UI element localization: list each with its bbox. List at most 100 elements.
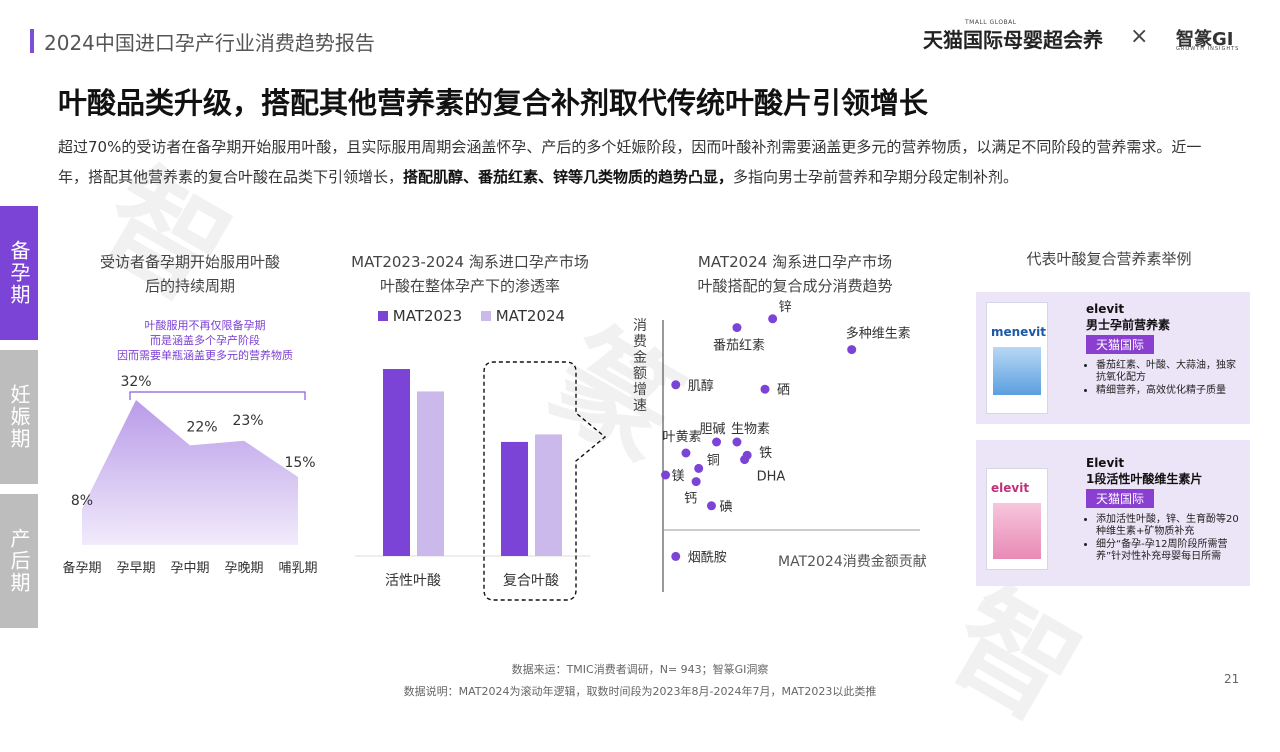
card-brand: elevit	[1086, 302, 1125, 316]
bar-x-tick-label: 活性叶酸	[385, 573, 441, 589]
note-line2: 而是涵盖多个孕产阶段	[150, 334, 260, 347]
package-brand-word: elevit	[991, 481, 1030, 495]
scatter-point-label: 锌	[779, 300, 792, 315]
footer-source: 数据来运：TMIC消费者调研，N= 943；智篆GI洞察	[511, 663, 769, 676]
paragraph-text-1: 超过70%的受访者在备孕期开始服用叶酸，且实际服用周期会涵盖怀孕、产后的多个妊娠…	[58, 138, 1202, 186]
card-text: elevit 男士孕前营养素 天猫国际 番茄红素、叶酸、大蒜油，独家抗氧化配方 …	[1086, 302, 1244, 398]
area-x-tick-label: 孕晚期	[224, 561, 263, 576]
product-card-menevit[interactable]: menevit elevit 男士孕前营养素 天猫国际 番茄红素、叶酸、大蒜油，…	[976, 292, 1250, 424]
header-accent-bar	[30, 29, 34, 53]
scatter-point	[671, 380, 681, 390]
area-title-line1: 受访者备孕期开始服用叶酸	[99, 253, 280, 271]
scatter-point	[847, 345, 857, 355]
paragraph-bold-text: 搭配肌醇、番茄红素、锌等几类物质的趋势凸显，	[403, 168, 734, 186]
scatter-point	[732, 437, 742, 447]
scatter-point	[732, 323, 742, 333]
tmall-global-sublabel: TMALL GLOBAL	[965, 19, 1017, 26]
scatter-point-label: 硒	[777, 383, 790, 398]
scatter-point	[691, 477, 701, 487]
scatter-point-label: 肌醇	[688, 378, 714, 394]
card-product-name: 1段活性叶酸维生素片	[1086, 472, 1203, 486]
scatter-title-line1: MAT2024 淘系进口孕产市场	[697, 253, 893, 271]
card-feature-list: 添加活性叶酸，锌、生育酚等20种维生素+矿物质补充 细分“备孕-孕12周阶段所需…	[1086, 514, 1244, 563]
product-card-elevit[interactable]: elevit Elevit 1段活性叶酸维生素片 天猫国际 添加活性叶酸，锌、生…	[976, 440, 1250, 586]
legend-swatch-mat2024	[480, 311, 491, 321]
scatter-point	[681, 448, 691, 458]
area-x-tick-label: 备孕期	[62, 560, 101, 576]
area-chart-title: 受访者备孕期开始服用叶酸 后的持续周期	[60, 250, 320, 298]
bar-mat2024-1	[535, 434, 562, 556]
bar-title-line1: MAT2023-2024 淘系进口孕产市场	[351, 253, 589, 271]
scatter-point	[768, 314, 778, 324]
area-value-label: 8%	[71, 493, 93, 509]
tab-label: 备孕期	[7, 240, 31, 306]
scatter-y-axis-label: 消费金额增速	[633, 318, 647, 414]
card-feature: 精细营养，高效优化精子质量	[1096, 385, 1244, 397]
scatter-point-label: 生物素	[731, 422, 770, 437]
area-chart: 8% 32% 22% 23% 15% 备孕期 孕早期 孕中期 孕晚期 哺乳期	[62, 374, 317, 576]
area-fill	[82, 400, 298, 545]
card-channel-tag: 天猫国际	[1086, 335, 1155, 354]
product-package-image: elevit	[986, 468, 1048, 570]
area-x-tick-label: 哺乳期	[278, 561, 317, 576]
tab-label: 妊娠期	[7, 384, 31, 450]
scatter-point	[706, 501, 716, 511]
tab-pregnancy[interactable]: 妊娠期	[0, 350, 38, 484]
scatter-point	[694, 463, 704, 473]
collab-x-mark: ×	[1130, 24, 1149, 49]
footer-note: 数据说明：MAT2024为滚动年逻辑，取数时间段为2023年8月-2024年7月…	[403, 685, 877, 698]
product-package-image: menevit	[986, 302, 1048, 414]
card-feature: 细分“备孕-孕12周阶段所需营养”针对性补充母婴每日所需	[1096, 539, 1244, 563]
scatter-point-label: 多种维生素	[846, 326, 911, 342]
card-feature: 添加活性叶酸，锌、生育酚等20种维生素+矿物质补充	[1096, 514, 1244, 538]
report-title: 2024中国进口孕产行业消费趋势报告	[44, 31, 375, 55]
scatter-point-label: 叶黄素	[662, 430, 701, 445]
scatter-point-label: 胆碱	[700, 422, 726, 437]
scatter-x-axis-label: MAT2024消费金额贡献	[778, 554, 927, 570]
package-graphic	[993, 503, 1041, 559]
bar-chart: 活性叶酸 复合叶酸	[355, 361, 607, 601]
bar-mat2023-0	[383, 369, 410, 556]
page-number: 21	[1224, 672, 1240, 686]
gi-brand-sublabel: GROWTH INSIGHTS	[1176, 46, 1240, 52]
scatter-point-label: 碘	[719, 500, 732, 515]
tab-postpartum[interactable]: 产后期	[0, 494, 38, 628]
area-value-label: 32%	[120, 374, 151, 390]
scatter-point	[661, 470, 671, 480]
area-value-label: 15%	[284, 455, 315, 471]
card-feature: 番茄红素、叶酸、大蒜油，独家抗氧化配方	[1096, 360, 1244, 384]
card-feature-list: 番茄红素、叶酸、大蒜油，独家抗氧化配方 精细营养，高效优化精子质量	[1086, 360, 1244, 397]
card-text: Elevit 1段活性叶酸维生素片 天猫国际 添加活性叶酸，锌、生育酚等20种维…	[1086, 456, 1244, 564]
scatter-point-label: 铁	[759, 446, 772, 461]
bar-highlight-callout	[483, 361, 607, 601]
scatter-point-label: 镁	[672, 469, 685, 484]
scatter-point	[671, 551, 681, 561]
scatter-point-label: 铜	[707, 453, 720, 468]
bar-title-line2: 叶酸在整体孕产下的渗透率	[379, 277, 560, 295]
area-x-tick-label: 孕中期	[170, 561, 209, 576]
card-product-name: 男士孕前营养素	[1086, 318, 1171, 332]
bar-chart-title: MAT2023-2024 淘系进口孕产市场 叶酸在整体孕产下的渗透率	[330, 250, 610, 298]
area-value-label: 22%	[186, 419, 217, 435]
scatter-point-label: 烟酰胺	[688, 550, 727, 565]
package-graphic	[993, 347, 1041, 395]
tab-preconception[interactable]: 备孕期	[0, 206, 38, 340]
cards-title: 代表叶酸复合营养素举例	[1026, 250, 1192, 268]
area-bracket	[129, 391, 306, 400]
scatter-title-line2: 叶酸搭配的复合成分消费趋势	[697, 277, 893, 295]
area-title-line2: 后的持续周期	[144, 277, 235, 295]
area-chart-note: 叶酸服用不再仅限备孕期 而是涵盖多个孕产阶段 因而需要单瓶涵盖更多元的营养物质	[90, 318, 320, 363]
scatter-point-label: DHA	[757, 470, 786, 485]
paragraph-text-2: 多指向男士孕前营养和孕期分段定制补剂。	[733, 168, 1019, 186]
package-brand-word: menevit	[991, 325, 1046, 339]
tab-label: 产后期	[7, 528, 31, 594]
card-channel-tag: 天猫国际	[1086, 489, 1155, 508]
area-value-label: 23%	[232, 413, 263, 429]
note-line1: 叶酸服用不再仅限备孕期	[144, 319, 266, 332]
legend-label-mat2024: MAT2024	[495, 307, 566, 325]
bar-mat2024-0	[417, 391, 444, 556]
scatter-point	[740, 455, 750, 465]
tmall-brand-logo: 天猫国际母婴超会养	[923, 28, 1103, 52]
scatter-point	[760, 384, 770, 394]
